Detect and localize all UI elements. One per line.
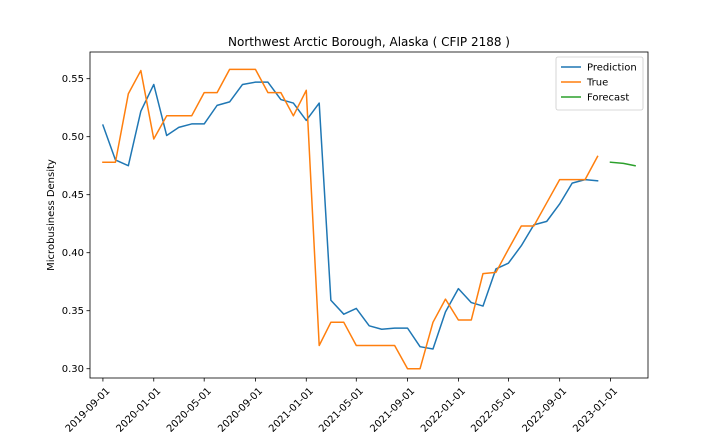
y-tick-label: 0.35 [62,306,84,317]
series-line-prediction [101,81,599,350]
y-axis-label: Microbusiness Density [46,159,57,271]
y-tick-label: 0.30 [62,364,84,375]
y-axis: 0.30 0.35 0.40 0.45 0.50 0.55 [62,74,90,375]
y-tick-label: 0.50 [62,132,84,143]
series-line-true [102,68,599,370]
chart-title: Northwest Arctic Borough, Alaska ( CFIP … [228,35,510,49]
plot-lines [101,68,636,370]
plot-frame [89,51,649,379]
legend-label-true: True [586,78,608,89]
y-tick-label: 0.45 [62,190,84,201]
y-tick-label: 0.40 [62,248,84,259]
y-tick-label: 0.55 [62,74,84,85]
series-line-forecast [609,161,636,167]
legend-label-forecast: Forecast [587,93,629,104]
legend-label-prediction: Prediction [587,63,637,74]
legend: Prediction True Forecast [555,56,644,111]
